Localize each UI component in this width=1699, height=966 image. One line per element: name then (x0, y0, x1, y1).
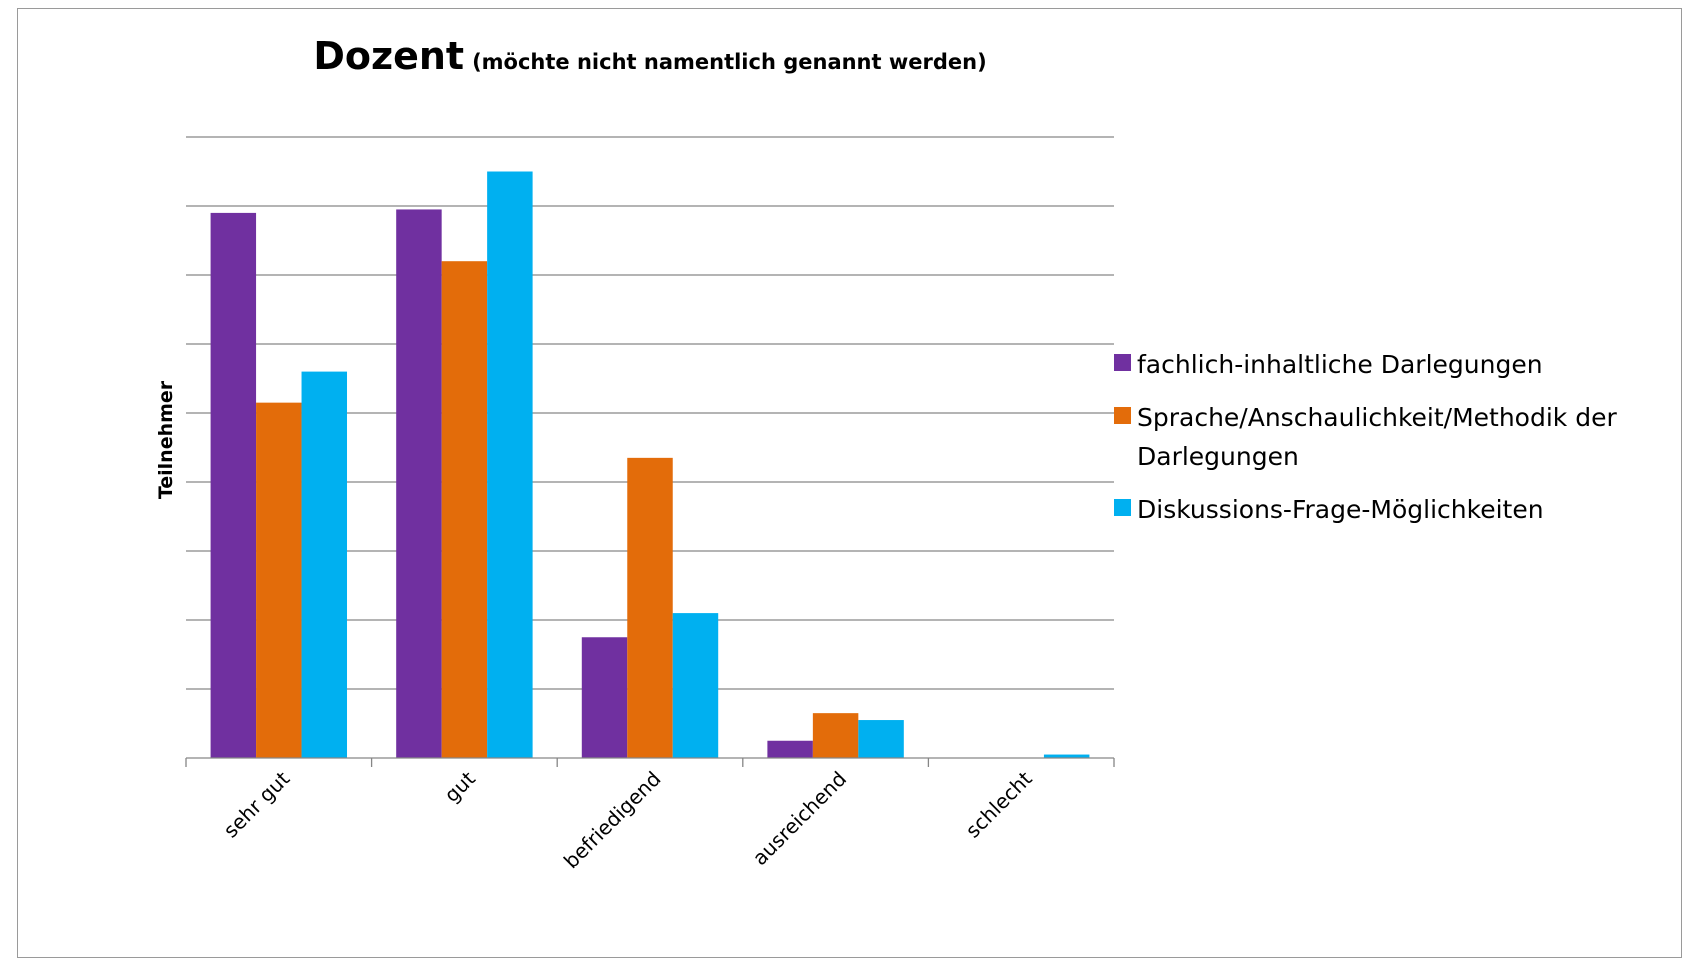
legend-item: Diskussions-Frage-Möglichkeiten (1114, 490, 1674, 529)
bar-2-2 (441, 261, 488, 758)
bar-3-2 (487, 171, 533, 758)
legend-label: Diskussions-Frage-Möglichkeiten (1137, 495, 1544, 524)
bar-2-4 (812, 713, 859, 758)
bar-3-4 (858, 720, 904, 758)
legend-label: Sprache/Anschaulichkeit/Methodik der Dar… (1137, 403, 1617, 471)
legend-swatch (1114, 354, 1131, 371)
legend-swatch (1114, 499, 1131, 516)
bar-3-3 (672, 613, 719, 758)
legend-item: Sprache/Anschaulichkeit/Methodik der Dar… (1114, 398, 1674, 476)
legend-swatch (1114, 407, 1131, 424)
bar-2-3 (627, 457, 673, 758)
y-axis-label: Teilnehmer (155, 380, 177, 499)
x-tick-labels: sehr gut gut befriedigend ausreichend schlec… (219, 766, 1037, 873)
bar-1-2 (396, 209, 442, 758)
x-tick-label: gut (439, 766, 480, 807)
axes (185, 757, 1115, 767)
bar-2-1 (256, 402, 302, 758)
x-tick-label: befriedigend (559, 767, 666, 874)
bar-3-5 (1043, 754, 1090, 758)
bar-1-1 (210, 212, 257, 758)
chart-title-main: Dozent (313, 34, 465, 78)
bars (210, 171, 1090, 758)
legend-label: fachlich-inhaltliche Darlegungen (1137, 350, 1543, 379)
x-tick-label: schlecht (961, 766, 1037, 842)
chart-subtitle: (möchte nicht namentlich genannt werden) (472, 50, 987, 74)
chart-title: Dozent (möchte nicht namentlich genannt w… (0, 34, 1300, 78)
x-tick-label: ausreichend (748, 767, 851, 870)
bar-3-1 (301, 371, 348, 758)
bar-1-4 (767, 740, 813, 758)
x-tick-label: sehr gut (219, 766, 295, 842)
legend: fachlich-inhaltliche Darlegungen Sprache/… (1114, 345, 1674, 543)
legend-item: fachlich-inhaltliche Darlegungen (1114, 345, 1674, 384)
bar-1-3 (581, 637, 628, 758)
